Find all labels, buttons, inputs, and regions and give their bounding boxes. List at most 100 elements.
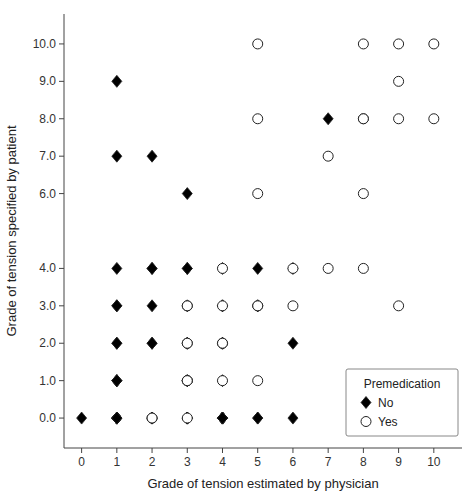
point: [217, 337, 227, 349]
x-axis-line: [64, 448, 462, 449]
point: [217, 300, 227, 312]
point: [429, 114, 439, 124]
point: [253, 114, 263, 124]
point: [217, 338, 227, 348]
point: [253, 376, 263, 386]
point: [253, 39, 263, 49]
y-axis-line: [64, 14, 65, 448]
series: [77, 75, 334, 424]
point: [112, 412, 122, 424]
legend-marker: [361, 397, 371, 409]
point: [429, 39, 439, 49]
series: [147, 39, 439, 423]
legend-box: [346, 369, 458, 436]
x-tick-label: 6: [290, 455, 297, 469]
point: [112, 300, 122, 312]
point: [182, 376, 192, 386]
point: [147, 412, 157, 424]
y-tick: [59, 305, 64, 306]
y-tick: [59, 268, 64, 269]
x-tick: [292, 448, 293, 453]
legend: PremedicationNoYes: [346, 369, 458, 436]
y-tick-label: 1.0: [39, 374, 56, 388]
x-tick-label: 2: [149, 455, 156, 469]
axes: 0123456789100.01.02.03.04.06.07.08.09.01…: [33, 14, 462, 469]
point: [182, 413, 192, 423]
x-tick: [328, 448, 329, 453]
point: [182, 412, 192, 424]
y-tick-label: 8.0: [39, 112, 56, 126]
point: [182, 375, 192, 387]
point: [217, 412, 227, 424]
point: [182, 338, 192, 348]
y-tick-label: 6.0: [39, 187, 56, 201]
y-tick: [59, 118, 64, 119]
point: [182, 188, 192, 200]
point: [253, 300, 263, 312]
point: [112, 150, 122, 162]
point: [147, 412, 157, 424]
point: [112, 75, 122, 87]
point: [217, 300, 227, 312]
point: [394, 114, 404, 124]
x-tick-label: 5: [254, 455, 261, 469]
x-tick-label: 3: [184, 455, 191, 469]
point: [112, 337, 122, 349]
point: [182, 412, 192, 424]
point: [217, 412, 227, 424]
x-tick: [398, 448, 399, 453]
point: [147, 337, 157, 349]
point: [112, 412, 122, 424]
y-tick-label: 10.0: [33, 37, 57, 51]
point: [358, 39, 368, 49]
x-tick: [187, 448, 188, 453]
point: [182, 376, 192, 386]
point: [112, 412, 122, 424]
x-tick: [81, 448, 82, 453]
legend-label: Yes: [378, 415, 398, 429]
point: [182, 375, 192, 387]
y-tick-label: 2.0: [39, 336, 56, 350]
point: [147, 412, 157, 424]
point: [217, 337, 227, 349]
point: [112, 412, 122, 424]
point: [288, 412, 298, 424]
chart: 0123456789100.01.02.03.04.06.07.08.09.01…: [0, 0, 476, 500]
point: [112, 375, 122, 387]
point: [182, 262, 192, 274]
point: [182, 412, 192, 424]
x-tick: [116, 448, 117, 453]
point: [182, 376, 192, 386]
point: [112, 300, 122, 312]
point: [323, 263, 333, 273]
point: [253, 301, 263, 311]
x-tick-label: 1: [113, 455, 120, 469]
x-axis-label: Grade of tension estimated by physician: [147, 476, 378, 491]
x-tick-label: 4: [219, 455, 226, 469]
point: [217, 262, 227, 274]
point: [253, 300, 263, 312]
point: [358, 114, 368, 124]
x-tick: [222, 448, 223, 453]
y-tick-label: 3.0: [39, 299, 56, 313]
point: [217, 375, 227, 387]
point: [77, 412, 87, 424]
point: [288, 263, 298, 273]
points: [77, 39, 439, 424]
y-tick-label: 7.0: [39, 149, 56, 163]
y-tick: [59, 418, 64, 419]
point: [217, 338, 227, 348]
y-tick-label: 4.0: [39, 261, 56, 275]
y-tick-label: 9.0: [39, 74, 56, 88]
point: [217, 412, 227, 424]
point: [147, 413, 157, 423]
point: [182, 300, 192, 312]
x-tick-label: 10: [427, 455, 441, 469]
point: [147, 150, 157, 162]
legend-label: No: [378, 396, 394, 410]
x-tick: [363, 448, 364, 453]
y-tick: [59, 193, 64, 194]
point: [147, 413, 157, 423]
point: [217, 301, 227, 311]
point: [112, 412, 122, 424]
